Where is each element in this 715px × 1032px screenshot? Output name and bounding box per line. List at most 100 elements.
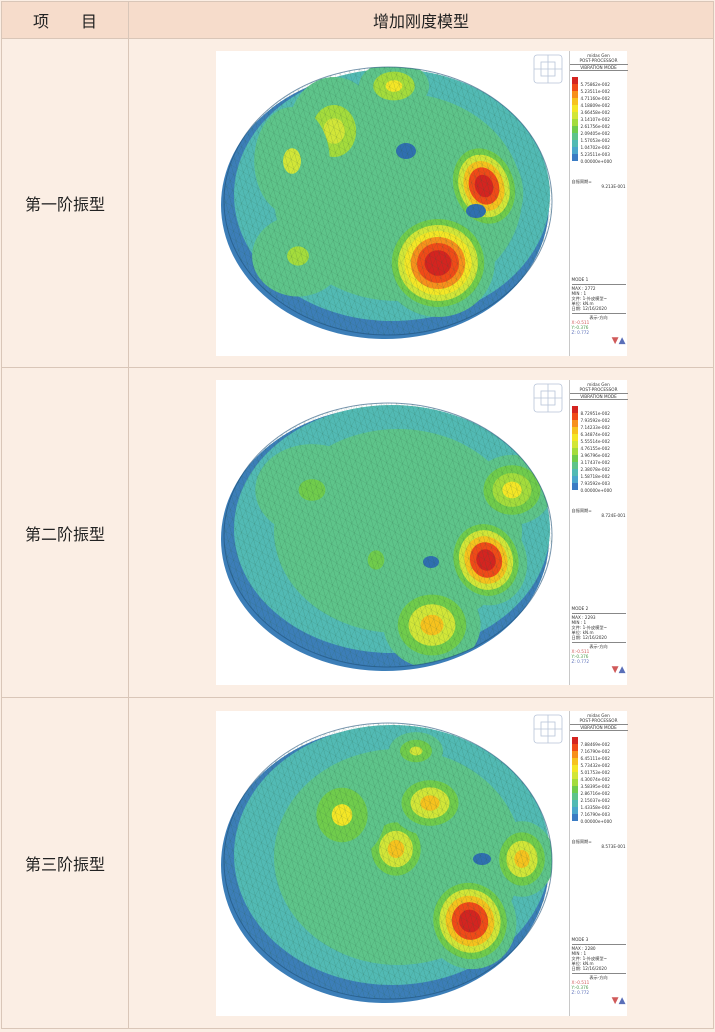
legend-value: 4.30074e-002 [580, 776, 610, 782]
legend-entry: 6.34874e-002 [571, 427, 612, 437]
legend-entry: 2.15037e-002 [571, 792, 612, 803]
contour-legend: midas Gen POST-PROCESSOR VIBRATION MODE 7.8… [568, 710, 628, 1016]
view-z: Z: 0.772 [571, 659, 590, 664]
legend-value: 0.00000e+000 [580, 488, 612, 493]
legend-swatch [571, 76, 578, 84]
legend-value: 1.57053e-002 [580, 137, 610, 143]
legend-entry: 7.93592e-002 [571, 413, 612, 423]
color-scale: 5.75862e-002 5.23511e-002 4.71160e-002 4.18… [571, 76, 612, 164]
contour-legend: midas Gen POST-PROCESSOR VIBRATION MODE 5.7… [568, 50, 628, 356]
legend-entry: 7.16790e-002 [571, 743, 612, 754]
view-direction-label: 表示-方向 [589, 644, 608, 649]
legend-entry: 2.86716e-002 [571, 785, 612, 796]
legend-entry: 1.58718e-002 [571, 469, 612, 479]
legend-entry: 4.18809e-002 [571, 97, 612, 108]
period-value: 8.573E-001 [601, 843, 626, 849]
legend-swatch [571, 139, 578, 147]
file-name: 文件: 1-外皮模型~ [571, 955, 608, 961]
legend-value: 1.43358e-002 [580, 804, 610, 810]
color-scale: 7.88469e-002 7.16790e-002 6.45111e-002 5.73… [571, 736, 612, 824]
legend-value: 3.96796e-002 [580, 453, 610, 458]
legend-swatch [571, 111, 578, 119]
legend-entry: 2.09405e-002 [571, 125, 612, 136]
legend-entry: 7.93592e-003 [571, 476, 612, 486]
legend-swatch [571, 750, 578, 758]
legend-value: 4.71160e-002 [580, 95, 610, 101]
legend-swatch [571, 146, 578, 154]
contour-legend: midas Gen POST-PROCESSOR VIBRATION MODE 8.7… [568, 380, 628, 685]
view-cube-icon[interactable] [533, 714, 562, 743]
legend-swatch [571, 104, 578, 112]
color-scale: 8.72951e-002 7.93592e-002 7.14233e-002 6.34… [571, 406, 612, 493]
legend-value: 5.73432e-002 [580, 762, 610, 768]
legend-entry: 8.72951e-002 [571, 406, 612, 416]
legend-value: 7.93592e-003 [580, 481, 610, 486]
legend-value: 2.38078e-002 [580, 467, 610, 472]
legend-swatch [571, 427, 578, 434]
legend-value: 2.15037e-002 [580, 797, 610, 803]
mode-name: MODE 1 [571, 276, 589, 282]
view-cube-icon[interactable] [533, 54, 562, 83]
legend-value: 7.16790e-002 [580, 748, 610, 754]
software-name: midas Gen [587, 712, 610, 718]
legend-entry: 0.00000e+000 [571, 483, 612, 493]
view-x: X:-0.511 [571, 649, 590, 654]
legend-value: 0.00000e+000 [580, 158, 612, 164]
legend-value: 5.75862e-002 [580, 81, 610, 87]
unit-label: 单位: kN.m [571, 300, 594, 306]
legend-entry: 2.61756e-002 [571, 118, 612, 129]
view-direction-label: 表示-方向 [589, 974, 608, 980]
table-header-row: 项 目 增加刚度模型 [1, 1, 714, 39]
legend-entry: 5.01753e-002 [571, 764, 612, 775]
legend-value: 1.58718e-002 [580, 474, 610, 479]
legend-value: 4.18809e-002 [580, 102, 610, 108]
software-name: midas Gen [587, 382, 610, 387]
legend-swatch [571, 743, 578, 751]
legend-entry: 2.38078e-002 [571, 462, 612, 472]
view-cube-icon[interactable] [533, 383, 562, 413]
max-node: MAX : 2772 [571, 285, 596, 291]
legend-value: 7.16790e-003 [580, 811, 610, 817]
mode-label: 第二阶振型 [1, 367, 129, 698]
legend-swatch [571, 90, 578, 98]
mode-figure: midas Gen POST-PROCESSOR VIBRATION MODE 5.7… [215, 50, 628, 356]
legend-swatch [571, 413, 578, 420]
view-x: X:-0.511 [571, 319, 590, 325]
legend-value: 5.01753e-002 [580, 769, 610, 775]
software-name: midas Gen [587, 52, 610, 58]
legend-entry: 7.14233e-002 [571, 420, 612, 430]
legend-swatch [571, 83, 578, 91]
axis-triad-icon: ▼▲ [611, 995, 626, 1006]
legend-value: 6.34874e-002 [580, 432, 610, 437]
legend-entry: 5.23511e-002 [571, 83, 612, 94]
legend-value: 5.23511e-002 [580, 88, 610, 94]
legend-swatch [571, 813, 578, 821]
vibration-contour-plot [220, 714, 562, 1003]
legend-entry: 5.55514e-002 [571, 434, 612, 444]
view-y: Y:-0.376 [571, 324, 589, 330]
table-row: 第二阶振型 midas Gen POST-PROCESSOR VIBRATION M… [1, 367, 714, 698]
mode-name: MODE 3 [571, 936, 589, 942]
legend-swatch [571, 441, 578, 448]
period-label: 自振周期= [571, 838, 592, 844]
legend-entry: 0.00000e+000 [571, 153, 612, 164]
legend-entry: 3.14107e-002 [571, 111, 612, 122]
legend-swatch [571, 764, 578, 772]
file-name: 文件: 1-外皮模型~ [571, 295, 608, 301]
date-label: 日期: 12/16/2020 [571, 635, 607, 640]
mode-label: 第一阶振型 [1, 38, 129, 368]
legend-value: 5.23511e-003 [580, 151, 610, 157]
legend-entry: 4.76155e-002 [571, 441, 612, 451]
legend-swatch [571, 448, 578, 455]
legend-swatch [571, 792, 578, 800]
vibration-contour-plot [220, 383, 562, 671]
view-x: X:-0.511 [571, 979, 590, 985]
legend-swatch [571, 97, 578, 105]
legend-value: 5.55514e-002 [580, 439, 610, 444]
legend-entry: 1.57053e-002 [571, 132, 612, 143]
view-z: Z: 0.772 [571, 989, 590, 995]
legend-swatch [571, 132, 578, 140]
legend-entry: 3.66458e-002 [571, 104, 612, 115]
legend-entry: 7.16790e-003 [571, 806, 612, 817]
legend-entry: 5.23511e-003 [571, 146, 612, 157]
